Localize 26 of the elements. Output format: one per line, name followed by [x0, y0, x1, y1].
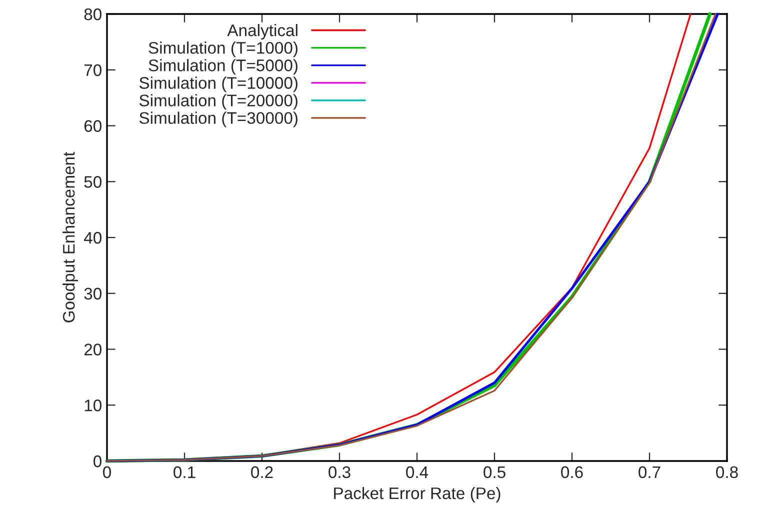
legend-label: Simulation (T=10000): [139, 76, 298, 92]
x-axis-title: Packet Error Rate (Pe): [334, 486, 500, 502]
y-tick-label: 70: [84, 64, 102, 76]
x-tick-label: 0.3: [328, 466, 350, 478]
y-tick-label: 60: [84, 120, 102, 132]
legend-label: Simulation (T=20000): [139, 94, 298, 110]
y-tick-label: 10: [84, 400, 102, 412]
x-tick-label: 0.6: [561, 466, 583, 478]
x-tick-label: 0.8: [716, 466, 738, 478]
legend-label: Simulation (T=1000): [148, 42, 298, 58]
legend-label: Simulation (T=5000): [148, 59, 298, 75]
y-tick-label: 40: [84, 232, 102, 244]
x-tick-label: 0.1: [174, 466, 196, 478]
x-tick-label: 0.5: [484, 466, 506, 478]
y-axis-title: Goodput Enhancement: [62, 152, 78, 322]
y-tick-label: 50: [84, 176, 102, 188]
x-tick-label: 0: [103, 466, 111, 478]
legend-label: Simulation (T=30000): [139, 112, 298, 128]
y-tick-label: 30: [84, 288, 102, 300]
x-tick-label: 0.7: [638, 466, 660, 478]
y-tick-label: 0: [94, 455, 102, 468]
y-tick-label: 20: [84, 344, 102, 356]
legend-label: Analytical: [227, 24, 298, 40]
x-tick-label: 0.2: [251, 466, 273, 478]
y-tick-label: 80: [84, 8, 102, 20]
x-tick-label: 0.4: [406, 466, 428, 478]
